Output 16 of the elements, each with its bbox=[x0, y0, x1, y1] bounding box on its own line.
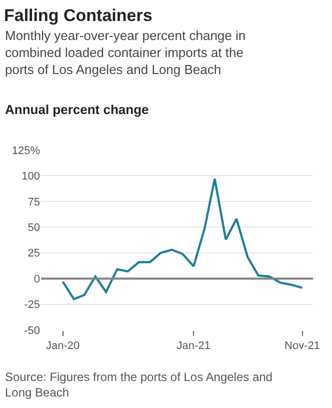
y-tick-label: 125% bbox=[12, 144, 40, 157]
y-tick-label: 50 bbox=[28, 222, 40, 234]
y-tick-label: 75 bbox=[28, 196, 40, 208]
source-note: Source: Figures from the ports of Los Angeles and Long Beach bbox=[5, 370, 272, 400]
y-tick-label: -50 bbox=[24, 324, 40, 337]
y-tick-label: 0 bbox=[34, 273, 40, 286]
x-tick-label: Nov-21 bbox=[284, 340, 320, 352]
x-tick-label: Jan-21 bbox=[176, 340, 210, 352]
y-tick-label: -25 bbox=[24, 299, 40, 312]
chart-title: Falling Containers bbox=[4, 6, 152, 25]
y-tick-label: 100 bbox=[22, 170, 40, 183]
y-axis-title: Annual percent change bbox=[5, 102, 149, 117]
x-tick-label: Jan-20 bbox=[46, 340, 80, 352]
line-series bbox=[62, 178, 304, 300]
y-tick-label: 25 bbox=[28, 248, 40, 260]
chart-subtitle: Monthly year-over-year percent change in combined loaded container imports at the ports of Los Angeles and Long Beach bbox=[5, 28, 246, 77]
